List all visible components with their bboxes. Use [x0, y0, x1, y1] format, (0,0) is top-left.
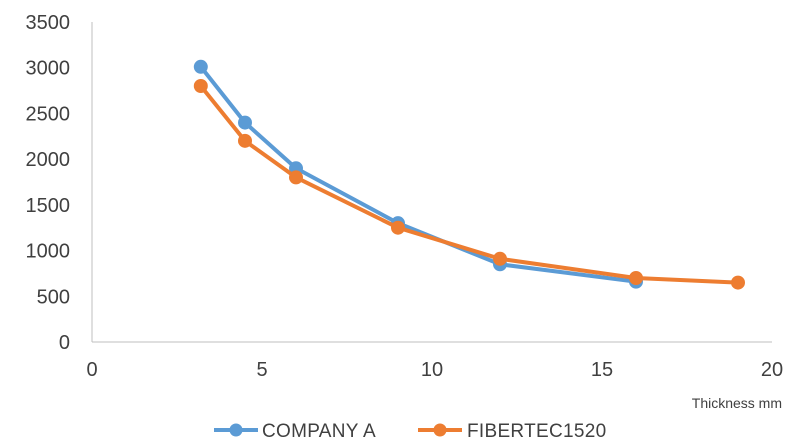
y-tick-label: 1000 [26, 241, 71, 263]
y-tick-label: 500 [37, 286, 70, 308]
series-2 [193, 79, 745, 290]
data-point [193, 59, 208, 74]
x-tick-label: 0 [86, 359, 97, 381]
y-tick-label: 3000 [26, 58, 71, 80]
legend-item: FIBERTEC1520 [418, 421, 606, 440]
legend-swatch-marker [433, 423, 447, 437]
y-tick-label: 0 [59, 332, 70, 354]
legend-item: COMPANY A [214, 421, 376, 440]
series-line [198, 64, 638, 284]
x-tick-label: 10 [421, 359, 443, 381]
x-tick-label: 20 [761, 359, 783, 381]
legend-label: COMPANY A [262, 421, 376, 440]
data-point [391, 220, 405, 235]
y-tick-label: 2000 [26, 149, 71, 171]
data-point [238, 115, 252, 130]
chart-series [193, 59, 745, 290]
x-axis-label: Thickness mm [692, 395, 782, 411]
data-point [238, 133, 252, 148]
y-tick-label: 2500 [26, 103, 71, 125]
x-tick-label: 15 [591, 359, 613, 381]
data-point [289, 170, 303, 185]
data-point [731, 275, 745, 290]
y-tick-label: 3500 [26, 12, 71, 34]
x-tick-label: 5 [256, 359, 267, 381]
series-1 [193, 59, 643, 289]
legend-label: FIBERTEC1520 [467, 421, 606, 440]
legend-swatch-marker [229, 423, 243, 437]
data-point [629, 271, 643, 285]
data-point [493, 251, 507, 266]
y-tick-label: 1500 [26, 195, 71, 217]
y-axis-ticks: 0 500 1000 1500 2000 2500 3000 3500 [26, 12, 71, 354]
data-point [193, 79, 208, 93]
chart-legend: COMPANY A FIBERTEC1520 [214, 421, 606, 440]
chart-axes [91, 22, 772, 343]
x-axis-ticks: 0 5 10 15 20 [86, 359, 783, 381]
